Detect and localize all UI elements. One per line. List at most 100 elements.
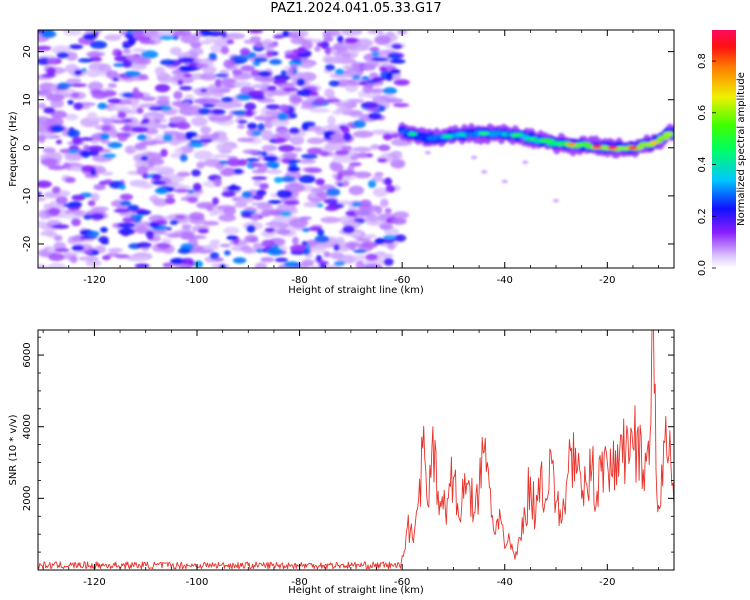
signal-hotspot	[566, 142, 577, 147]
spectrogram-ytick-label: -10	[22, 188, 33, 204]
heatmap-cell	[38, 45, 52, 51]
heatmap-cell	[140, 96, 157, 102]
heatmap-cell	[324, 88, 335, 99]
heatmap-cell	[93, 184, 106, 191]
heatmap-cell	[247, 122, 258, 130]
heatmap-cell	[268, 58, 282, 65]
heatmap-cell	[139, 40, 156, 45]
heatmap-cell	[333, 243, 340, 252]
colorbar-label: Normalized spectral amplitude	[736, 72, 747, 226]
heatmap-cell	[38, 30, 44, 34]
heatmap-cell	[364, 234, 377, 239]
heatmap-cell	[131, 30, 145, 37]
heatmap-cell	[301, 153, 318, 160]
heatmap-cell	[86, 68, 100, 78]
heatmap-cell	[224, 32, 246, 40]
heatmap-cell	[101, 171, 114, 176]
heatmap-cell	[355, 260, 365, 268]
colorbar-tick-label: 0.2	[697, 208, 708, 224]
heatmap-cell	[302, 248, 311, 256]
heatmap-cell	[501, 179, 508, 184]
heatmap-cell	[71, 136, 83, 145]
signal-hotspot	[592, 145, 603, 149]
heatmap-cell	[305, 168, 323, 174]
heatmap-cell	[129, 256, 150, 262]
heatmap-cell	[63, 203, 81, 208]
heatmap-cell	[379, 66, 388, 73]
heatmap-cell	[387, 243, 396, 250]
heatmap-cell	[390, 69, 401, 75]
heatmap-cell	[156, 98, 171, 106]
heatmap-cell	[154, 66, 166, 76]
spectrogram-ylabel: Frequency (Hz)	[8, 111, 19, 187]
signal-hotspot	[479, 131, 490, 136]
heatmap-cell	[142, 118, 150, 124]
heatmap-cell	[214, 257, 224, 262]
heatmap-cell	[53, 241, 67, 250]
heatmap-cell	[152, 198, 169, 207]
heatmap-cell	[276, 228, 291, 235]
heatmap-cell	[237, 124, 246, 129]
heatmap-cell	[48, 253, 65, 262]
heatmap-cell	[57, 82, 72, 89]
heatmap-cell	[174, 188, 191, 193]
heatmap-cell	[251, 83, 271, 89]
heatmap-cell	[71, 194, 86, 201]
heatmap-cell	[293, 147, 303, 152]
heatmap-cell	[67, 129, 81, 138]
heatmap-cell	[268, 42, 279, 48]
heatmap-cell	[351, 201, 362, 207]
heatmap-cell	[191, 169, 201, 177]
heatmap-cell	[291, 58, 302, 63]
heatmap-cell	[40, 230, 57, 236]
spectrogram-xtick-label: -120	[83, 275, 106, 286]
heatmap-cell	[289, 135, 305, 146]
heatmap-cell	[359, 199, 372, 208]
heatmap-cell	[216, 116, 231, 122]
heatmap-cell	[341, 125, 350, 135]
heatmap-cell	[218, 214, 237, 222]
heatmap-cell	[161, 238, 172, 244]
heatmap-cell	[226, 39, 235, 45]
heatmap-cell	[382, 87, 398, 95]
heatmap-cell	[263, 155, 279, 162]
heatmap-cell	[193, 260, 204, 268]
heatmap-cell	[54, 248, 70, 253]
heatmap-cell	[281, 30, 290, 38]
heatmap-cell	[273, 214, 295, 225]
heatmap-cell	[124, 70, 142, 78]
heatmap-cell	[98, 236, 109, 244]
heatmap-cell	[368, 88, 386, 94]
heatmap-cell	[38, 180, 52, 188]
heatmap-cell	[365, 253, 378, 261]
heatmap-cell	[154, 187, 168, 195]
heatmap-cell	[391, 43, 403, 50]
heatmap-cell	[38, 264, 47, 268]
snr-series-line	[38, 330, 674, 570]
heatmap-cell	[289, 244, 308, 252]
heatmap-cell	[329, 72, 350, 79]
heatmap-cell	[226, 234, 238, 241]
snr-xtick-label: -20	[599, 577, 615, 588]
heatmap-cell	[215, 143, 233, 151]
heatmap-cell	[257, 123, 265, 131]
heatmap-cell	[117, 111, 127, 119]
heatmap-cell	[286, 155, 296, 161]
heatmap-cell	[133, 36, 152, 42]
heatmap-cell	[223, 59, 235, 68]
heatmap-cell	[223, 226, 240, 235]
heatmap-cell	[226, 185, 242, 192]
heatmap-cell	[101, 125, 112, 132]
heatmap-cell	[70, 255, 78, 264]
heatmap-cell	[261, 150, 268, 157]
heatmap-cell	[121, 231, 130, 237]
heatmap-cell	[107, 98, 122, 104]
heatmap-cell	[219, 243, 231, 248]
heatmap-cell	[197, 228, 210, 234]
heatmap-cell	[348, 185, 365, 196]
heatmap-cell	[348, 162, 362, 167]
heatmap-cell	[227, 158, 242, 167]
heatmap-cell	[322, 130, 336, 136]
heatmap-cell	[252, 243, 264, 250]
